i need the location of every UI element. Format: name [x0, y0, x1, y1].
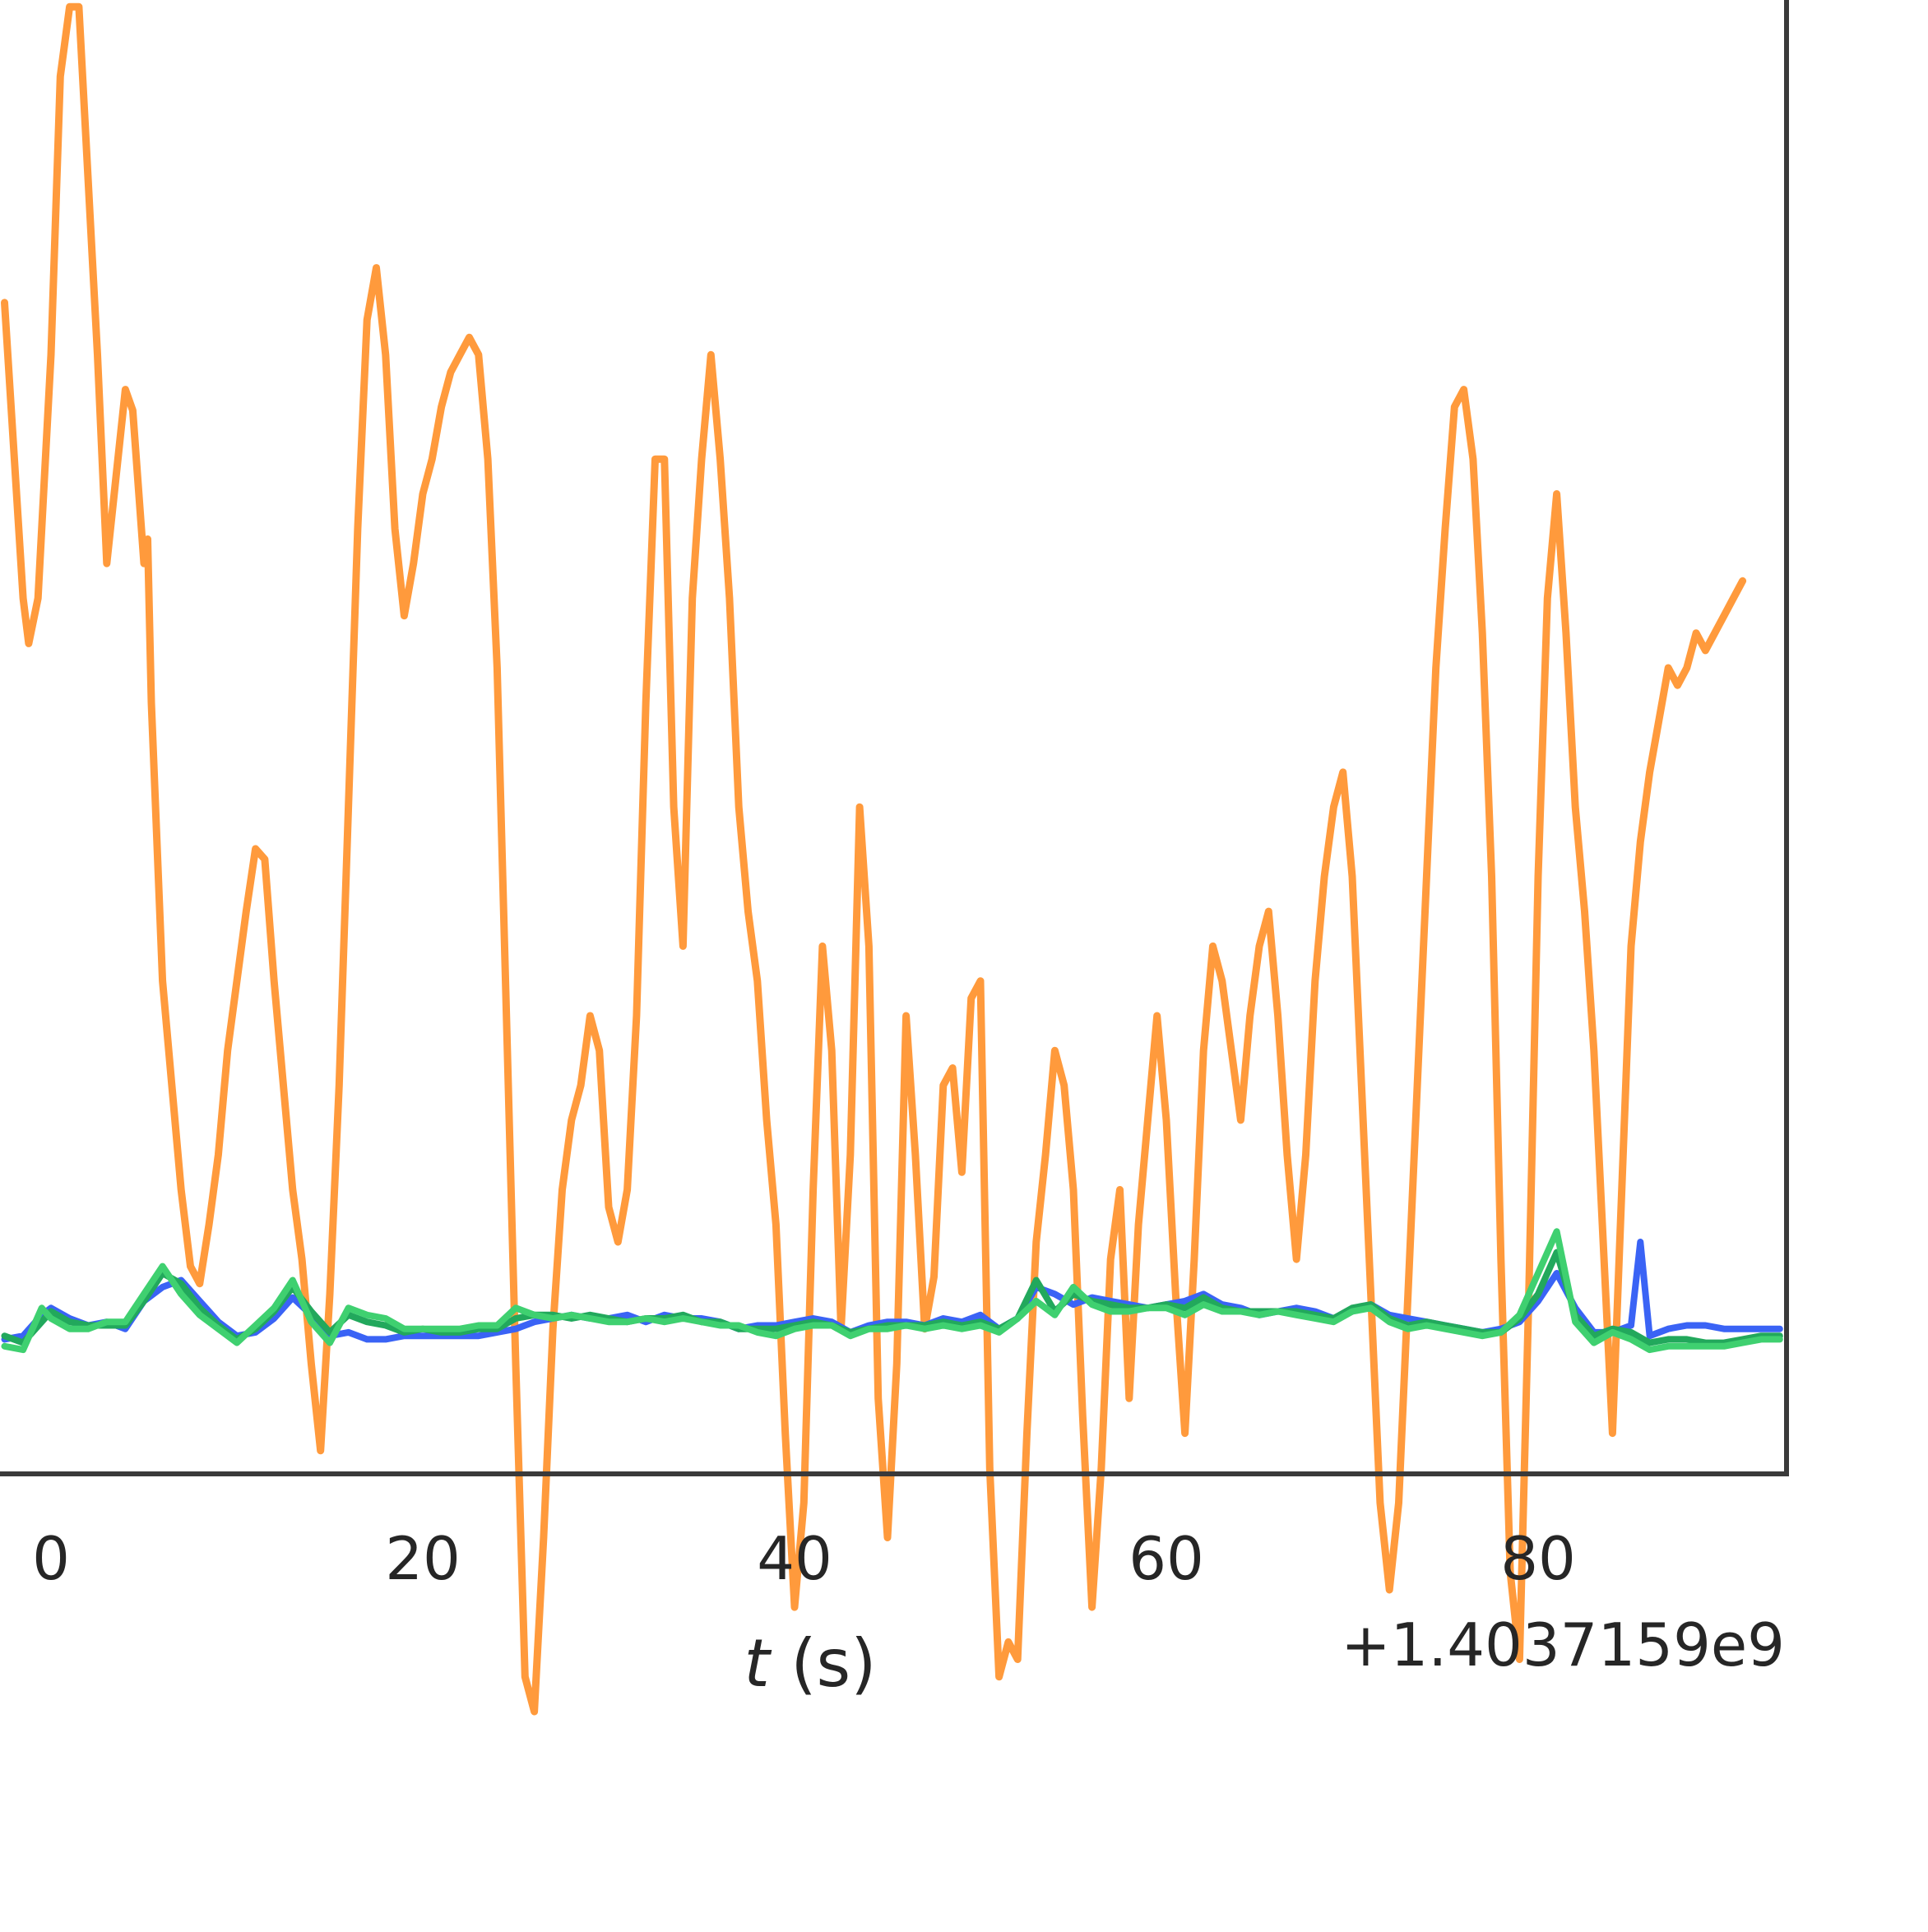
x-axis-label-symbol: t	[744, 1625, 772, 1702]
axes-frame	[0, 0, 1789, 1476]
x-tick-labels: 0 20 40 60 80	[32, 1524, 1576, 1593]
x-axis-offset-label: +1.4037159e9	[1341, 1610, 1785, 1679]
series-line-3	[1, 1228, 1783, 1354]
x-axis-label-unit: s	[817, 1625, 851, 1702]
series-layer	[1, 2, 1783, 1716]
x-tick-label: 20	[385, 1524, 461, 1593]
x-axis-label-paren-open: (	[770, 1625, 817, 1702]
x-axis-label: t (s)	[744, 1625, 877, 1702]
x-tick-label: 80	[1500, 1524, 1576, 1593]
x-tick-label: 40	[757, 1524, 832, 1593]
x-axis-label-paren-close: )	[850, 1625, 876, 1702]
series-line-0	[1, 2, 1747, 1716]
x-tick-label: 60	[1129, 1524, 1204, 1593]
x-tick-label: 0	[32, 1524, 70, 1593]
